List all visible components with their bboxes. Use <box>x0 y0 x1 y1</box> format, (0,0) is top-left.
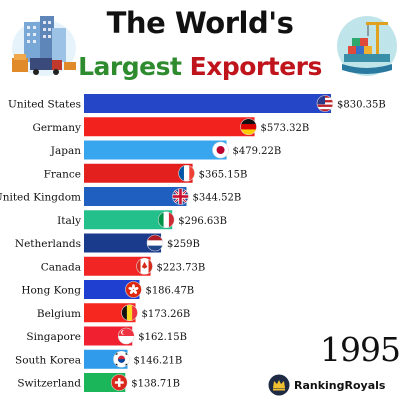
category-label: Germany <box>32 122 81 134</box>
bar <box>84 94 331 113</box>
value-label: $365.15B <box>199 169 248 180</box>
value-label: $479.22B <box>233 146 282 157</box>
italy-flag-icon <box>157 211 175 229</box>
chart-title-line2: Largest Exporters <box>0 52 400 81</box>
year-label: 1995 <box>320 330 400 369</box>
category-label: Italy <box>57 215 81 227</box>
france-flag-icon <box>178 164 195 182</box>
us-flag-icon <box>316 95 334 112</box>
brand-name: RankingRoyals <box>294 378 386 392</box>
value-label: $830.35B <box>337 100 386 111</box>
category-label: United States <box>8 99 81 111</box>
uk-flag-icon <box>172 188 189 205</box>
bar <box>84 187 187 206</box>
bar <box>84 256 151 276</box>
value-label: $146.21B <box>133 355 182 366</box>
value-label: $173.26B <box>142 309 191 320</box>
brand-logo: RankingRoyals <box>268 374 385 396</box>
category-label: South Korea <box>15 354 81 366</box>
chart-title-line1: The World's <box>106 6 294 40</box>
south-korea-flag-icon <box>113 350 130 368</box>
bar <box>84 210 173 230</box>
bar <box>84 140 227 160</box>
port-crane-illustration <box>337 16 397 76</box>
value-label: $344.52B <box>192 193 241 204</box>
singapore-flag-icon <box>117 327 135 345</box>
value-label: $186.47B <box>145 286 194 297</box>
bar <box>84 303 136 323</box>
city-logistics-illustration <box>12 16 76 76</box>
canada-flag-icon <box>136 257 153 275</box>
category-label: United Kingdom <box>0 192 81 204</box>
category-label: Hong Kong <box>21 285 81 297</box>
value-label: $138.71B <box>131 379 180 390</box>
category-label: Japan <box>50 145 81 157</box>
hong-kong-flag-icon <box>125 281 142 298</box>
germany-flag-icon <box>240 118 257 136</box>
bar <box>84 117 255 137</box>
title-word-exporters: Exporters <box>189 52 323 81</box>
category-label: Canada <box>41 261 81 273</box>
switzerland-flag-icon <box>110 374 128 391</box>
bar <box>84 163 193 183</box>
category-label: Netherlands <box>15 238 81 250</box>
value-label: $162.15B <box>138 332 187 343</box>
category-label: Singapore <box>26 331 81 343</box>
belgium-flag-icon <box>121 304 138 322</box>
bar <box>84 233 162 253</box>
value-label: $573.32B <box>261 123 310 134</box>
netherlands-flag-icon <box>146 234 164 252</box>
title-word-largest: Largest <box>78 52 182 81</box>
category-label: Switzerland <box>17 378 81 390</box>
value-label: $223.73B <box>157 262 206 273</box>
japan-flag-icon <box>212 141 229 159</box>
category-label: Belgium <box>37 308 81 320</box>
category-label: France <box>44 168 81 180</box>
value-label: $296.63B <box>178 216 227 227</box>
crown-logo-icon <box>268 374 290 396</box>
value-label: $259B <box>167 239 200 250</box>
bar <box>84 280 140 299</box>
